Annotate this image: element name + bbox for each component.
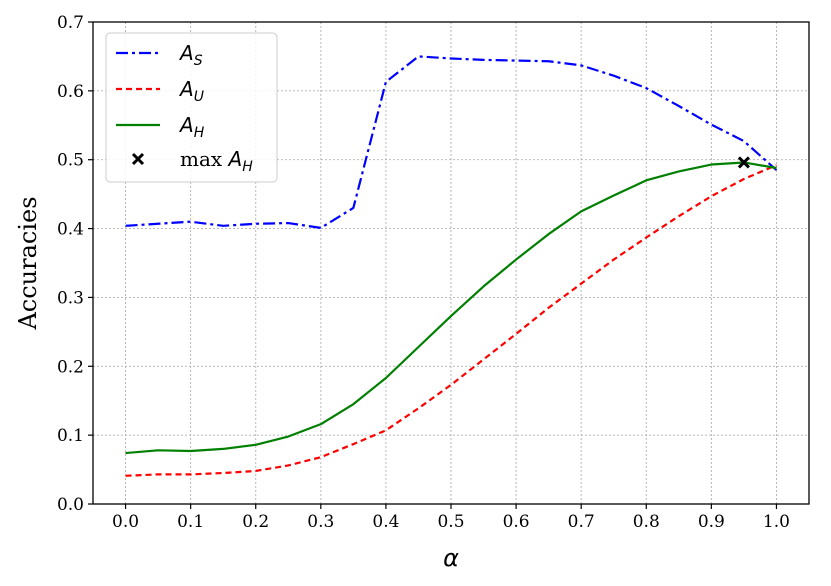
y-tick-label: 0.2	[57, 357, 84, 377]
legend-label-max: max AH	[180, 147, 253, 175]
y-tick-label: 0.4	[57, 220, 84, 240]
x-tick-label: 0.6	[503, 512, 530, 532]
y-tick-label: 0.7	[57, 13, 84, 33]
y-tick-label: 0.0	[57, 495, 84, 515]
series-line-h	[125, 161, 777, 455]
x-tick-label: 0.0	[112, 512, 139, 532]
series-line-s	[125, 55, 778, 229]
x-tick-label: 0.8	[633, 512, 660, 532]
x-tick-label: 1.0	[763, 512, 790, 532]
y-axis-label: Accuracies	[14, 196, 42, 330]
series-layer	[125, 55, 778, 477]
x-tick-label: 0.9	[698, 512, 725, 532]
legend-box	[105, 32, 278, 183]
x-tick-label: 0.2	[242, 512, 269, 532]
y-tick-label: 0.3	[57, 288, 84, 308]
legend-label-au: AU	[178, 77, 204, 105]
x-tick-label: 0.4	[372, 512, 399, 532]
legend-label-ah: AH	[178, 113, 205, 141]
legend: AS AU AH max AH	[105, 32, 278, 183]
axis-ticks: 0.0 0.1 0.2 0.3 0.4 0.5 0.6 0.7 0.8 0.9 1.0 0.0 0.1 0…	[57, 13, 790, 532]
x-tick-label: 0.3	[307, 512, 334, 532]
y-tick-label: 0.6	[57, 82, 84, 102]
x-tick-label: 0.1	[177, 512, 204, 532]
y-tick-label: 0.1	[57, 426, 84, 446]
x-tick-label: 0.5	[437, 512, 464, 532]
legend-swatch-max-marker	[131, 152, 145, 166]
y-tick-label: 0.5	[57, 151, 84, 171]
x-axis-label: α	[443, 544, 459, 572]
max-ah-marker	[737, 156, 750, 169]
x-tick-label: 0.7	[568, 512, 595, 532]
legend-label-as: AS	[178, 41, 203, 69]
